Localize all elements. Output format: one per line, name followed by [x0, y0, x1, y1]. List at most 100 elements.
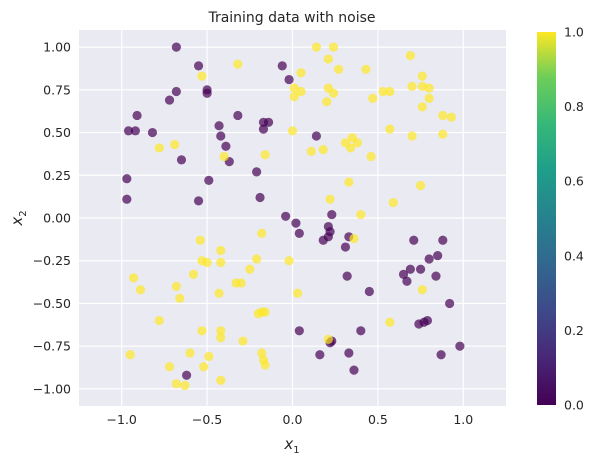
point-class-1: [416, 180, 426, 191]
point-class-1: [378, 86, 388, 97]
colorbar-tick-label: 0.4: [564, 248, 584, 263]
x-tick-label: 0.0: [283, 412, 303, 427]
point-class-0: [216, 131, 226, 141]
point-class-1: [405, 51, 415, 61]
point-class-1: [125, 350, 135, 360]
point-class-1: [171, 379, 181, 389]
point-class-1: [171, 281, 181, 291]
point-class-0: [405, 264, 415, 274]
point-class-1: [417, 102, 427, 112]
y-tick-label: 0.75: [43, 82, 71, 97]
point-class-1: [385, 86, 395, 97]
point-class-1: [252, 254, 262, 264]
y-tick-label: −0.50: [33, 296, 71, 311]
point-class-0: [176, 155, 187, 165]
point-class-1: [154, 143, 164, 153]
point-class-1: [216, 333, 226, 343]
colorbar-tick-label: 0.0: [564, 398, 584, 413]
y-tick-label: −0.75: [33, 339, 71, 354]
point-class-0: [171, 86, 181, 97]
point-class-1: [180, 380, 190, 391]
y-tick-label: −1.00: [33, 381, 71, 396]
point-class-1: [284, 256, 294, 266]
point-class-1: [368, 93, 378, 103]
x-tick-label: 0.5: [368, 412, 388, 427]
point-class-1: [417, 81, 427, 91]
x-axis-label-subscript: 1: [293, 445, 299, 456]
point-class-1: [417, 285, 427, 295]
point-class-0: [214, 121, 224, 131]
point-class-0: [349, 365, 359, 375]
point-class-1: [170, 139, 180, 150]
point-class-0: [258, 124, 269, 134]
point-class-1: [204, 351, 214, 362]
point-class-1: [236, 278, 246, 288]
point-class-1: [195, 235, 205, 245]
point-class-1: [328, 42, 339, 52]
point-class-1: [352, 138, 363, 148]
point-class-0: [438, 235, 448, 245]
y-tick-label: 0.50: [43, 125, 71, 140]
point-class-1: [344, 177, 354, 187]
y-axis-label-main: x: [8, 217, 26, 227]
point-class-1: [135, 285, 146, 295]
point-class-1: [216, 257, 226, 268]
point-class-0: [281, 211, 291, 221]
point-class-1: [238, 336, 248, 346]
point-class-1: [245, 264, 255, 274]
point-class-1: [361, 64, 371, 74]
point-class-0: [233, 110, 243, 121]
point-class-0: [327, 209, 337, 220]
point-class-1: [257, 228, 267, 238]
point-class-1: [323, 54, 333, 64]
point-class-0: [291, 218, 301, 228]
point-class-1: [322, 97, 332, 107]
point-class-0: [424, 254, 434, 264]
point-class-1: [175, 293, 185, 303]
x-tick-label: 1.0: [453, 412, 473, 427]
colorbar: [537, 32, 556, 405]
point-class-1: [129, 273, 139, 283]
point-class-1: [424, 93, 434, 103]
point-class-0: [416, 264, 426, 274]
point-class-0: [414, 319, 424, 329]
point-class-0: [193, 61, 204, 71]
colorbar-tick-label: 0.2: [564, 323, 584, 338]
point-class-1: [214, 288, 224, 298]
colorbar-ticks: 0.0 0.2 0.4 0.6 0.8 1.0: [564, 25, 584, 413]
point-class-0: [431, 271, 441, 281]
point-class-1: [233, 59, 243, 69]
point-class-1: [202, 257, 212, 268]
point-class-1: [154, 315, 164, 326]
point-class-0: [164, 95, 175, 105]
point-class-0: [132, 110, 142, 121]
point-class-1: [385, 317, 395, 327]
point-class-0: [294, 326, 304, 336]
point-class-1: [385, 124, 395, 134]
x-axis-label-main: x: [283, 435, 293, 453]
y-tick-label: 0.00: [43, 211, 71, 226]
point-class-1: [287, 126, 298, 136]
point-class-0: [130, 126, 140, 136]
point-class-1: [318, 145, 328, 155]
point-class-1: [188, 269, 199, 279]
point-class-0: [193, 196, 204, 206]
point-class-1: [407, 81, 417, 91]
point-class-0: [294, 228, 304, 238]
point-class-1: [216, 245, 226, 256]
point-class-0: [122, 194, 132, 204]
point-class-1: [197, 71, 207, 81]
point-class-1: [260, 150, 270, 160]
point-class-0: [147, 127, 158, 138]
point-class-1: [446, 112, 456, 122]
point-class-0: [277, 61, 287, 71]
point-class-0: [433, 251, 443, 261]
y-axis-label: x2: [8, 210, 29, 226]
point-class-1: [407, 131, 417, 141]
point-class-1: [345, 143, 356, 153]
point-class-0: [221, 141, 231, 151]
point-class-0: [202, 88, 212, 98]
point-class-1: [293, 288, 303, 298]
point-class-1: [197, 326, 207, 336]
point-class-1: [438, 129, 448, 139]
